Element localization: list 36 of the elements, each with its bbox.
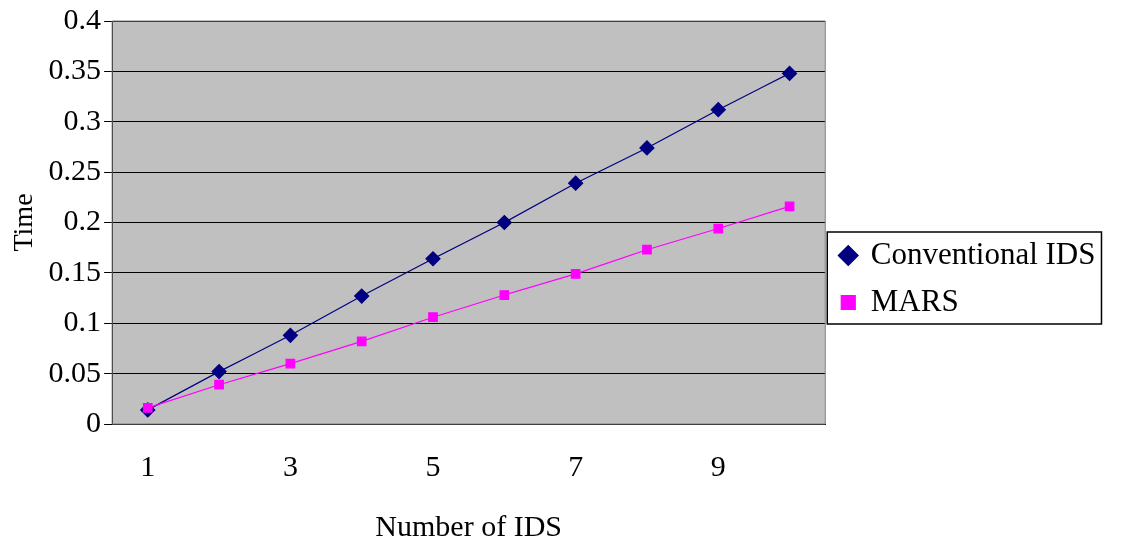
y-tick-label: 0.15 xyxy=(48,253,102,287)
point xyxy=(713,223,724,234)
y-tick-label: 0.1 xyxy=(63,304,102,338)
point xyxy=(282,327,298,343)
y-tick-label: 0.2 xyxy=(63,203,102,237)
legend-label: Conventional IDS xyxy=(870,235,1096,271)
point xyxy=(428,312,438,323)
point xyxy=(499,290,510,300)
y-tick-label: 0.35 xyxy=(48,52,102,86)
point xyxy=(784,201,795,212)
point xyxy=(781,65,798,81)
point xyxy=(496,214,512,231)
point xyxy=(214,379,224,390)
point xyxy=(356,336,367,347)
x-tick-label: 7 xyxy=(568,448,584,482)
y-tick-label: 0 xyxy=(86,404,102,438)
y-tick-label: 0.4 xyxy=(63,1,102,35)
y-tick-label: 0.25 xyxy=(48,153,102,186)
point xyxy=(710,102,726,118)
y-tick-label: 0.05 xyxy=(48,354,102,388)
point xyxy=(642,244,652,255)
y-tick-label: 0.3 xyxy=(63,102,102,136)
x-tick-label: 5 xyxy=(425,448,441,482)
x-tick-label: 1 xyxy=(140,448,156,482)
x-axis-title: Number of IDS xyxy=(375,508,562,542)
point xyxy=(354,288,370,304)
point xyxy=(211,364,227,380)
point xyxy=(568,175,584,191)
y-axis-title: Time xyxy=(7,193,39,252)
x-tick-label: 3 xyxy=(282,448,298,482)
x-tick-label: 9 xyxy=(710,448,726,482)
point xyxy=(285,358,296,369)
point xyxy=(425,251,441,267)
legend-label: MARS xyxy=(870,282,959,318)
point xyxy=(639,140,655,156)
point xyxy=(570,269,581,279)
